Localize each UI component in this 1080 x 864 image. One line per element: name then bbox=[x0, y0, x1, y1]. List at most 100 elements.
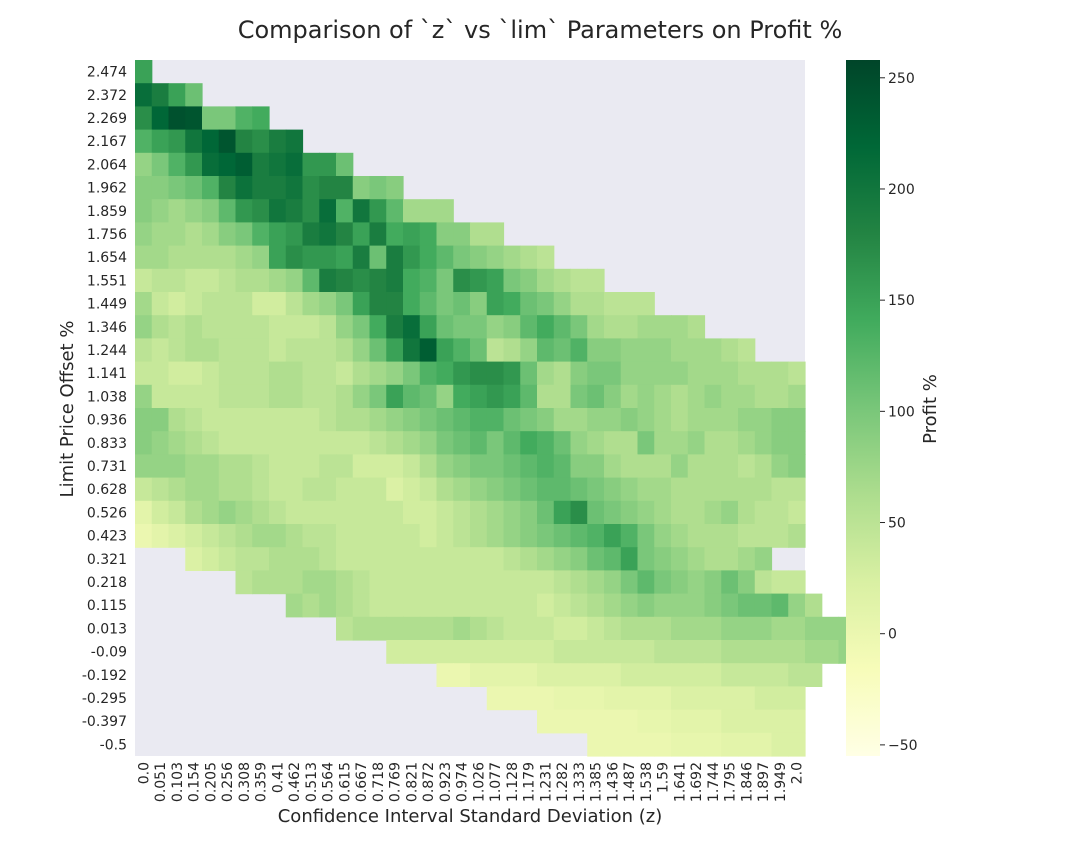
y-tick-label: -0.09 bbox=[91, 645, 127, 661]
heatmap-cell bbox=[486, 361, 505, 386]
heatmap-cell bbox=[604, 663, 622, 687]
y-tick-label: 0.013 bbox=[87, 621, 127, 637]
y-tick-label: 0.936 bbox=[87, 413, 127, 429]
heatmap-cell bbox=[687, 477, 706, 502]
heatmap-cell bbox=[704, 709, 722, 734]
heatmap-cell bbox=[687, 338, 706, 363]
heatmap-cell bbox=[436, 640, 454, 664]
heatmap-cell bbox=[470, 477, 488, 502]
heatmap-cell bbox=[386, 616, 404, 641]
heatmap-cell bbox=[336, 500, 354, 525]
heatmap-cell bbox=[202, 129, 220, 154]
heatmap-cell bbox=[537, 292, 555, 316]
heatmap-cell bbox=[252, 431, 270, 455]
heatmap-cell bbox=[436, 408, 454, 432]
heatmap-cell bbox=[520, 500, 538, 525]
y-axis-label: Limit Price Offset % bbox=[57, 321, 78, 498]
heatmap-cell bbox=[302, 361, 320, 386]
heatmap-cell bbox=[671, 593, 689, 618]
heatmap-cell bbox=[369, 384, 387, 409]
heatmap-cell bbox=[269, 384, 287, 409]
heatmap-cell bbox=[520, 686, 538, 711]
heatmap-cell bbox=[302, 315, 320, 339]
heatmap-cell bbox=[352, 292, 371, 316]
heatmap-cell bbox=[336, 384, 354, 409]
heatmap-cell bbox=[637, 686, 655, 711]
heatmap-cell bbox=[503, 315, 521, 339]
heatmap-cell bbox=[285, 152, 304, 177]
heatmap-cell bbox=[386, 547, 404, 571]
heatmap-cell bbox=[620, 292, 639, 316]
heatmap-cell bbox=[352, 477, 371, 502]
heatmap-cell bbox=[687, 454, 706, 479]
heatmap-cell bbox=[654, 338, 672, 363]
heatmap-cell bbox=[151, 199, 170, 223]
heatmap-cell bbox=[252, 152, 270, 177]
heatmap-cell bbox=[771, 686, 789, 711]
heatmap-cell bbox=[721, 547, 739, 571]
heatmap-cell bbox=[570, 454, 588, 479]
x-tick-label: 1.231 bbox=[538, 762, 554, 802]
heatmap-cell bbox=[604, 524, 622, 548]
heatmap-cell bbox=[403, 361, 421, 386]
heatmap-cell bbox=[754, 616, 773, 641]
heatmap-cell bbox=[319, 431, 337, 455]
heatmap-cell bbox=[453, 663, 471, 687]
heatmap-cell bbox=[671, 640, 689, 664]
heatmap-cell bbox=[235, 524, 253, 548]
heatmap-cell bbox=[754, 477, 773, 502]
heatmap-cell bbox=[352, 199, 371, 223]
x-tick-label: 0.256 bbox=[220, 762, 236, 802]
y-tick-label: 1.038 bbox=[87, 389, 127, 405]
x-tick-label: 0.205 bbox=[203, 762, 219, 802]
heatmap-cell bbox=[587, 686, 605, 711]
heatmap-cell bbox=[604, 709, 622, 734]
x-tick-label: 0.154 bbox=[187, 762, 203, 802]
heatmap-cell bbox=[587, 547, 605, 571]
heatmap-cell bbox=[403, 570, 421, 595]
heatmap-cell bbox=[788, 500, 806, 525]
heatmap-cell bbox=[503, 524, 521, 548]
heatmap-cell bbox=[185, 315, 203, 339]
heatmap-cell bbox=[453, 500, 471, 525]
heatmap-cell bbox=[336, 477, 354, 502]
heatmap-cell bbox=[218, 431, 237, 455]
heatmap-cell bbox=[419, 570, 438, 595]
heatmap-cell bbox=[336, 245, 354, 270]
heatmap-cell bbox=[604, 593, 622, 618]
heatmap-cell bbox=[470, 593, 488, 618]
heatmap-cell bbox=[453, 292, 471, 316]
y-tick-label: 2.167 bbox=[87, 134, 127, 150]
heatmap-cell bbox=[135, 431, 153, 455]
heatmap-cell bbox=[687, 686, 706, 711]
heatmap-cell bbox=[520, 431, 538, 455]
heatmap-cell bbox=[587, 361, 605, 386]
heatmap-cell bbox=[235, 129, 253, 154]
heatmap-cell bbox=[788, 477, 806, 502]
heatmap-cell bbox=[403, 222, 421, 247]
x-tick-label: 1.128 bbox=[505, 762, 521, 802]
heatmap-cell bbox=[319, 384, 337, 409]
y-axis-ticks: 2.474 2.372 2.269 2.167 2.064 1.962 1.859 1.756… bbox=[82, 65, 127, 754]
x-axis-ticks: 0.0 0.051 0.103 0.154 0.205 0.256 0.308 0.359 0.… bbox=[136, 762, 805, 802]
heatmap-cell bbox=[503, 454, 521, 479]
heatmap-cell bbox=[470, 454, 488, 479]
heatmap-cell bbox=[671, 616, 689, 641]
heatmap-cell bbox=[553, 338, 572, 363]
y-tick-label: 1.859 bbox=[87, 204, 127, 220]
heatmap-cell bbox=[352, 315, 371, 339]
heatmap-cell bbox=[620, 663, 639, 687]
heatmap-cell bbox=[587, 593, 605, 618]
x-tick-label: 1.59 bbox=[656, 762, 672, 793]
heatmap-cell bbox=[553, 384, 572, 409]
heatmap-cell bbox=[704, 616, 722, 641]
x-tick-label: 0.974 bbox=[455, 762, 471, 802]
heatmap-cell bbox=[269, 500, 287, 525]
heatmap-cell bbox=[403, 524, 421, 548]
heatmap-cell bbox=[369, 593, 387, 618]
heatmap-cell bbox=[235, 384, 253, 409]
heatmap-cell bbox=[386, 292, 404, 316]
heatmap-cell bbox=[218, 408, 237, 432]
heatmap-cell bbox=[151, 106, 170, 131]
heatmap-cell bbox=[436, 292, 454, 316]
